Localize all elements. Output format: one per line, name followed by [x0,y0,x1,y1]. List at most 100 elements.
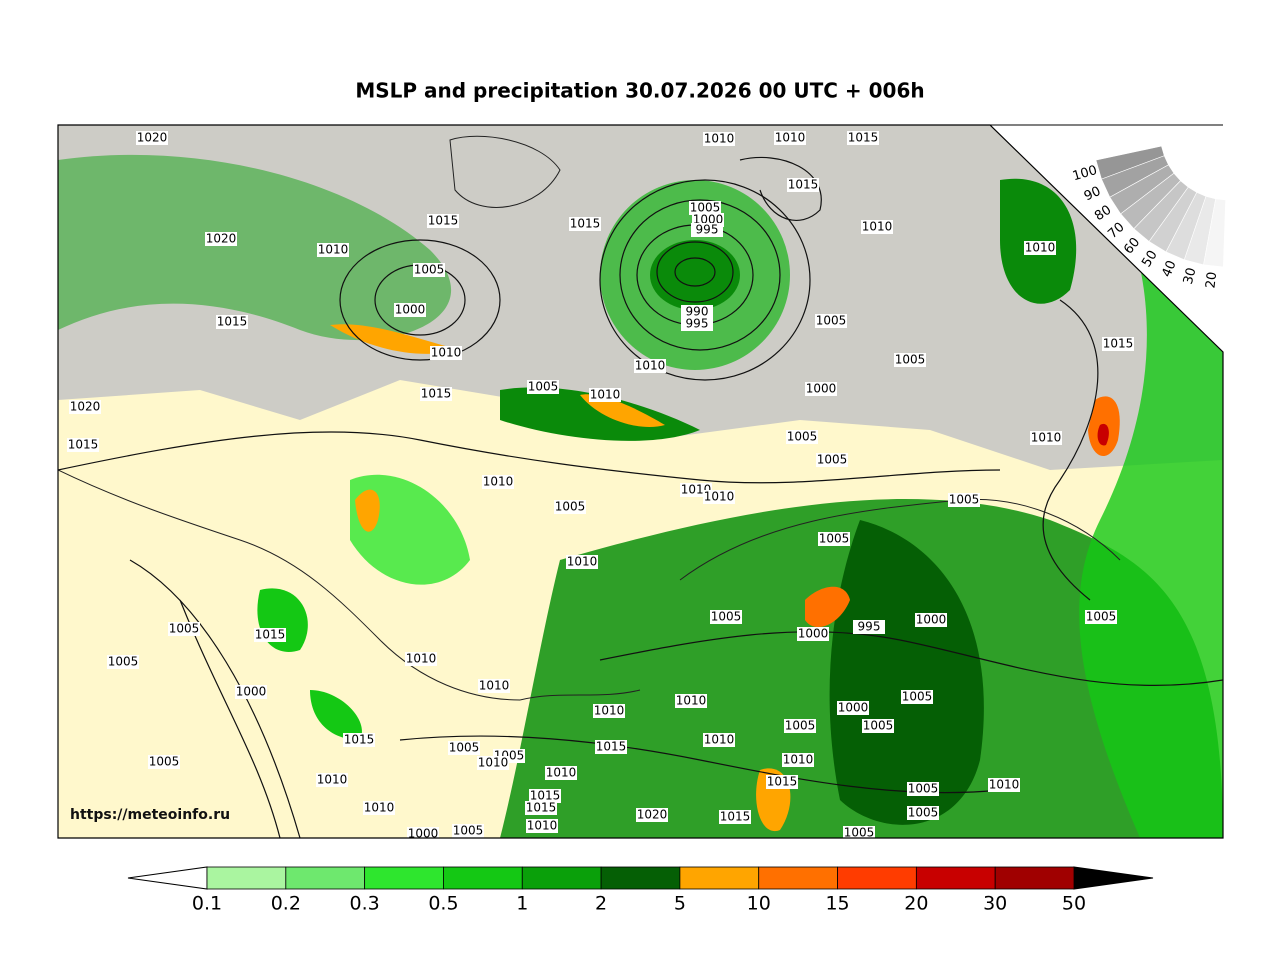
precip-area [350,474,470,585]
colorbar-label: 15 [825,893,849,915]
isobar-label-bg [816,453,848,467]
title: MSLP and precipitation 30.07.2026 00 UTC… [355,79,924,103]
isobar-label: 1005 [149,755,180,769]
isobar-label-bg [235,685,267,699]
isobar-label-bg [569,217,601,231]
colorbar-swatch [758,866,838,890]
isobar-label-bg [593,704,625,718]
isobar-label: 990 [686,305,709,319]
isobar-label: 1005 [908,782,939,796]
isobar-label: 1005 [816,314,847,328]
cloud-scale-label: 30 [1181,266,1200,286]
isobar-label: 1005 [949,493,980,507]
isobar-label: 1010 [635,359,666,373]
colorbar-label: 0.2 [271,893,301,915]
precip-area [1097,423,1109,446]
precip-area [805,586,850,628]
isobar-label: 1010 [317,773,348,787]
isobar-label: 1000 [916,613,947,627]
isobar-label-bg [343,733,375,747]
precip-area [650,240,740,310]
isobar-label-bg [317,243,349,257]
isobar-label-bg [205,232,237,246]
isobar-label-bg [703,733,735,747]
isobar-label: 1015 [344,733,375,747]
precip-area [1079,230,1223,838]
isobar-label: 1010 [431,346,462,360]
cloud-scale-wedge [1203,198,1226,268]
isobar-label: 1005 [555,500,586,514]
isobar-label-bg [787,178,819,192]
isobar-label-bg [478,679,510,693]
precip-area [500,387,700,441]
isobar-label: 1010 [704,132,735,146]
precip-area [580,394,665,427]
isobar-label: 1005 [902,690,933,704]
isobar-label: 1010 [406,652,437,666]
isobar-label-bg [675,694,707,708]
isobar-label-bg [1102,337,1134,351]
precip-colorbar: 0.1 0.2 0.3 0.5 1 2 5 10 15 20 30 50 [127,866,1154,915]
isobar-label-bg [853,620,885,634]
isobar-label: 1005 [453,824,484,838]
isobar-label: 1000 [798,627,829,641]
colorbar-swatch [837,866,917,890]
isobar-label-bg [703,132,735,146]
isobar-label-bg [988,778,1020,792]
isobar-label-bg [525,801,557,815]
colorbar-label: 20 [904,893,928,915]
isobar-label-bg [786,430,818,444]
map-frame [57,124,1224,839]
isobar-label: 1010 [479,679,510,693]
isobar-label-bg [805,382,837,396]
isobar-label-bg [691,223,723,237]
cloud-scale-label: 40 [1159,258,1179,279]
cloud-scale-label: 20 [1203,271,1220,289]
isobar-label-bg [527,380,559,394]
isobar-label: 1005 [787,430,818,444]
isobar-label-bg [901,690,933,704]
isobar-label-bg [681,317,713,331]
isobar-label-bg [766,775,798,789]
isobar-label: 1010 [1031,431,1062,445]
colorbar-label: 0.1 [192,893,222,915]
isobar-label: 1005 [1086,610,1117,624]
isobar-label: 1005 [108,655,139,669]
precip-area [829,520,984,825]
isobar-label: 1005 [895,353,926,367]
isobar-label-bg [815,314,847,328]
isobar-label-bg [216,315,248,329]
isobar-label-bg [427,214,459,228]
colorbar-label: 10 [747,893,771,915]
precip-area [355,489,380,532]
isobar-label: 1010 [546,766,577,780]
isobar-label-bg [719,810,751,824]
cloud-scale-label: 100 [1071,163,1099,184]
isobar-label: 1000 [838,701,869,715]
isobar-label: 1005 [908,806,939,820]
isobar-label-bg [420,387,452,401]
isobar-label: 1005 [844,826,875,840]
isobar-label: 1010 [862,220,893,234]
isobar-label-bg [148,755,180,769]
isobar-label-bg [595,740,627,754]
isobar-label: 1005 [528,380,559,394]
colorbar-swatch [285,866,366,890]
isobar-label-bg [636,808,668,822]
colorbar-swatch [364,866,444,890]
isobar-label-bg [589,388,621,402]
isobar-label-bg [316,773,348,787]
isobar-label: 1020 [637,808,668,822]
precip-area [310,690,362,740]
isobar-label-bg [67,438,99,452]
isobar-label-bg [703,490,735,504]
isobar-label-bg [477,756,509,770]
cloud-scale-label: 70 [1105,220,1127,242]
isobar-label-bg [448,741,480,755]
isobar-label: 1020 [206,232,237,246]
isobar-label: 1005 [863,719,894,733]
isobar-label: 1010 [318,243,349,257]
isobar-label-bg [837,701,869,715]
